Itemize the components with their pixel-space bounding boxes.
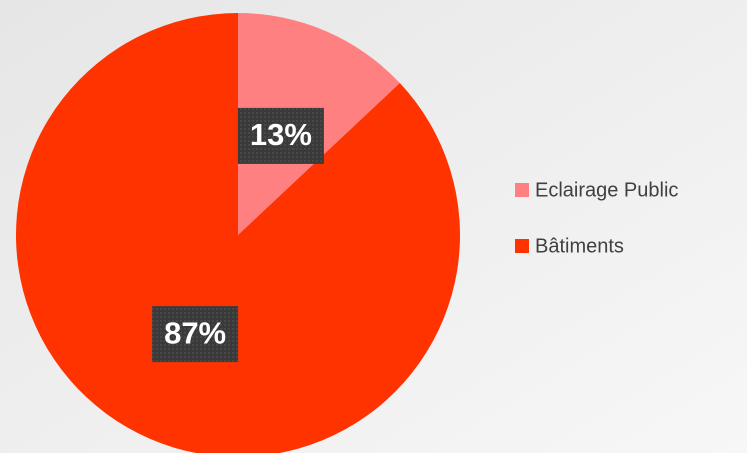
data-label-box (237, 107, 324, 164)
legend-label: Bâtiments (535, 235, 624, 257)
legend-swatch (515, 239, 529, 253)
legend: Eclairage Public Bâtiments (515, 179, 678, 257)
pie-slice (16, 13, 460, 453)
data-labels: 13% 87% (152, 107, 324, 363)
legend-swatch (515, 183, 529, 197)
pie (16, 13, 460, 453)
data-label: 13% (250, 117, 312, 152)
legend-label: Eclairage Public (535, 179, 678, 201)
data-label: 87% (164, 315, 226, 350)
data-label-box (152, 306, 239, 363)
